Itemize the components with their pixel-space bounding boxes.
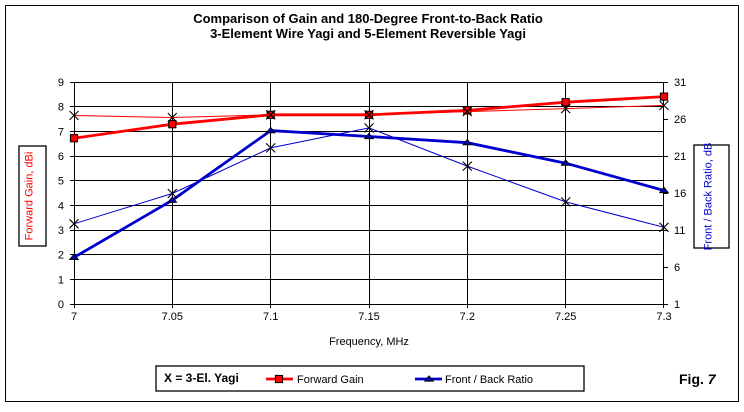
svg-text:7.05: 7.05 <box>162 311 183 323</box>
svg-text:9: 9 <box>58 77 64 89</box>
svg-text:7.1: 7.1 <box>263 311 278 323</box>
svg-text:Front / Back Ratio, dB: Front / Back Ratio, dB <box>703 143 715 251</box>
svg-text:7.15: 7.15 <box>358 311 379 323</box>
svg-text:16: 16 <box>674 188 686 200</box>
svg-text:1: 1 <box>58 274 64 286</box>
svg-text:1: 1 <box>674 299 680 311</box>
svg-text:Fig. 7: Fig. 7 <box>679 371 717 387</box>
svg-text:7.3: 7.3 <box>656 311 671 323</box>
svg-text:4: 4 <box>58 200 64 212</box>
svg-text:7.2: 7.2 <box>460 311 475 323</box>
svg-text:11: 11 <box>674 225 685 237</box>
svg-text:Front / Back Ratio: Front / Back Ratio <box>445 374 533 386</box>
svg-text:X = 3-El. Yagi: X = 3-El. Yagi <box>164 371 239 385</box>
svg-text:8: 8 <box>58 102 64 114</box>
svg-text:Forward Gain: Forward Gain <box>297 374 364 386</box>
svg-text:3: 3 <box>58 225 64 237</box>
svg-text:3-Element Wire Yagi and 5-Elem: 3-Element Wire Yagi and 5-Element Revers… <box>210 26 526 41</box>
svg-text:31: 31 <box>674 77 686 89</box>
svg-text:0: 0 <box>58 299 64 311</box>
svg-text:5: 5 <box>58 176 64 188</box>
svg-text:Frequency, MHz: Frequency, MHz <box>329 336 409 348</box>
svg-text:7: 7 <box>71 311 77 323</box>
svg-text:Comparison of Gain and 180-Deg: Comparison of Gain and 180-Degree Front-… <box>193 11 543 26</box>
svg-text:26: 26 <box>674 114 686 126</box>
svg-text:6: 6 <box>58 151 64 163</box>
svg-text:Forward Gain, dBi: Forward Gain, dBi <box>24 152 36 241</box>
svg-text:7: 7 <box>58 126 64 138</box>
svg-text:2: 2 <box>58 250 64 262</box>
svg-text:6: 6 <box>674 262 680 274</box>
svg-text:21: 21 <box>674 151 686 163</box>
svg-text:7.25: 7.25 <box>555 311 576 323</box>
